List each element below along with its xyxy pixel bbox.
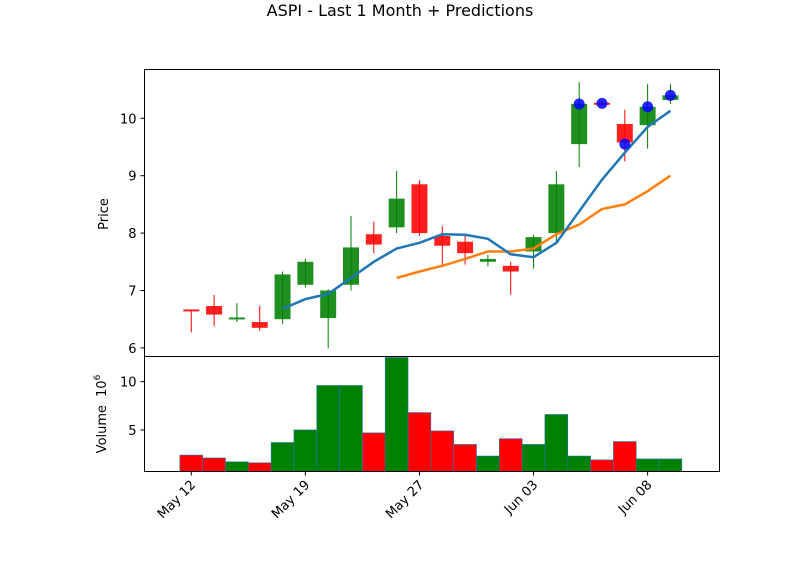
prediction-point [619,138,631,150]
volume-bar [476,455,500,472]
candle-body [479,258,496,262]
volume-bar [384,357,409,472]
ma-short-line [282,109,672,311]
volume-bar [453,444,477,472]
candle-body [228,317,245,320]
volume-y-ticks: 5 10 [120,376,145,439]
volume-bar [316,385,340,472]
ma-long-line [396,174,672,280]
candle-body [639,106,656,126]
candle-body [365,234,382,245]
x-tick-label: Jun 03 [501,478,541,518]
x-tick-label: May 12 [155,478,199,522]
price-y-tick-label: 8 [128,227,136,242]
candle-body [457,241,474,254]
price-plot-frame [144,69,720,357]
price-axis-label: Price [97,198,112,230]
volume-bar [270,442,295,472]
volume-bar [521,444,546,472]
candle-body [411,184,428,234]
candle-body [388,198,405,228]
price-marks [183,82,679,349]
price-y-tick-label: 6 [128,342,136,357]
volume-plot-frame [144,356,720,472]
price-panel: 6 7 8 9 10 Price [97,69,720,357]
volume-bar [590,459,614,472]
volume-bar [202,457,226,472]
volume-y-tick-label: 5 [128,424,136,439]
x-tick-label: May 19 [269,478,313,522]
price-y-tick-label: 7 [128,284,136,299]
volume-bar [499,438,523,472]
candle-body [616,124,633,143]
volume-bar [635,458,660,472]
candle-body [206,305,223,315]
candle-body [320,290,337,319]
x-tick-label: May 27 [383,478,427,522]
price-y-tick-label: 9 [128,170,136,185]
volume-panel: 510 Volume106 [93,356,720,472]
prediction-point [664,89,676,101]
volume-bar [339,385,363,472]
candle-body [251,322,268,328]
volume-y-tick-label: 10 [120,376,137,391]
candle-body [274,274,291,320]
volume-marks [179,357,683,472]
candle-body [571,103,588,145]
candle-body [297,261,314,285]
volume-axis-label-text: Volume [95,405,110,453]
volume-bar [658,458,683,472]
candle-body [548,184,565,234]
candle-body [434,235,451,246]
candle-body [502,265,519,272]
volume-bar [225,461,249,472]
price-y-ticks: 6 7 8 9 10 [120,112,145,357]
volume-bar [293,429,318,472]
volume-bar [248,462,272,472]
prediction-point [642,101,654,113]
price-y-tick-label: 10 [120,112,137,127]
x-axis-ticks: May 12 May 19 May 27 Jun 03 Jun 08 [155,471,655,522]
volume-bar [407,412,432,472]
volume-bar [179,454,203,472]
volume-bar [362,432,386,472]
chart-title: ASPI - Last 1 Month + Predictions [267,1,534,20]
volume-bar [544,414,569,472]
volume-axis-exponent-power: 6 [93,374,103,380]
prediction-point [596,97,608,109]
x-tick-label: Jun 08 [615,478,655,518]
prediction-point [573,98,585,110]
volume-bar [613,441,637,472]
volume-axis-label: Volume 106 [93,374,110,453]
volume-bar [567,455,591,472]
candle-body [183,309,200,312]
volume-axis-exponent-base: 10 [95,380,110,397]
volume-bar [430,430,454,472]
